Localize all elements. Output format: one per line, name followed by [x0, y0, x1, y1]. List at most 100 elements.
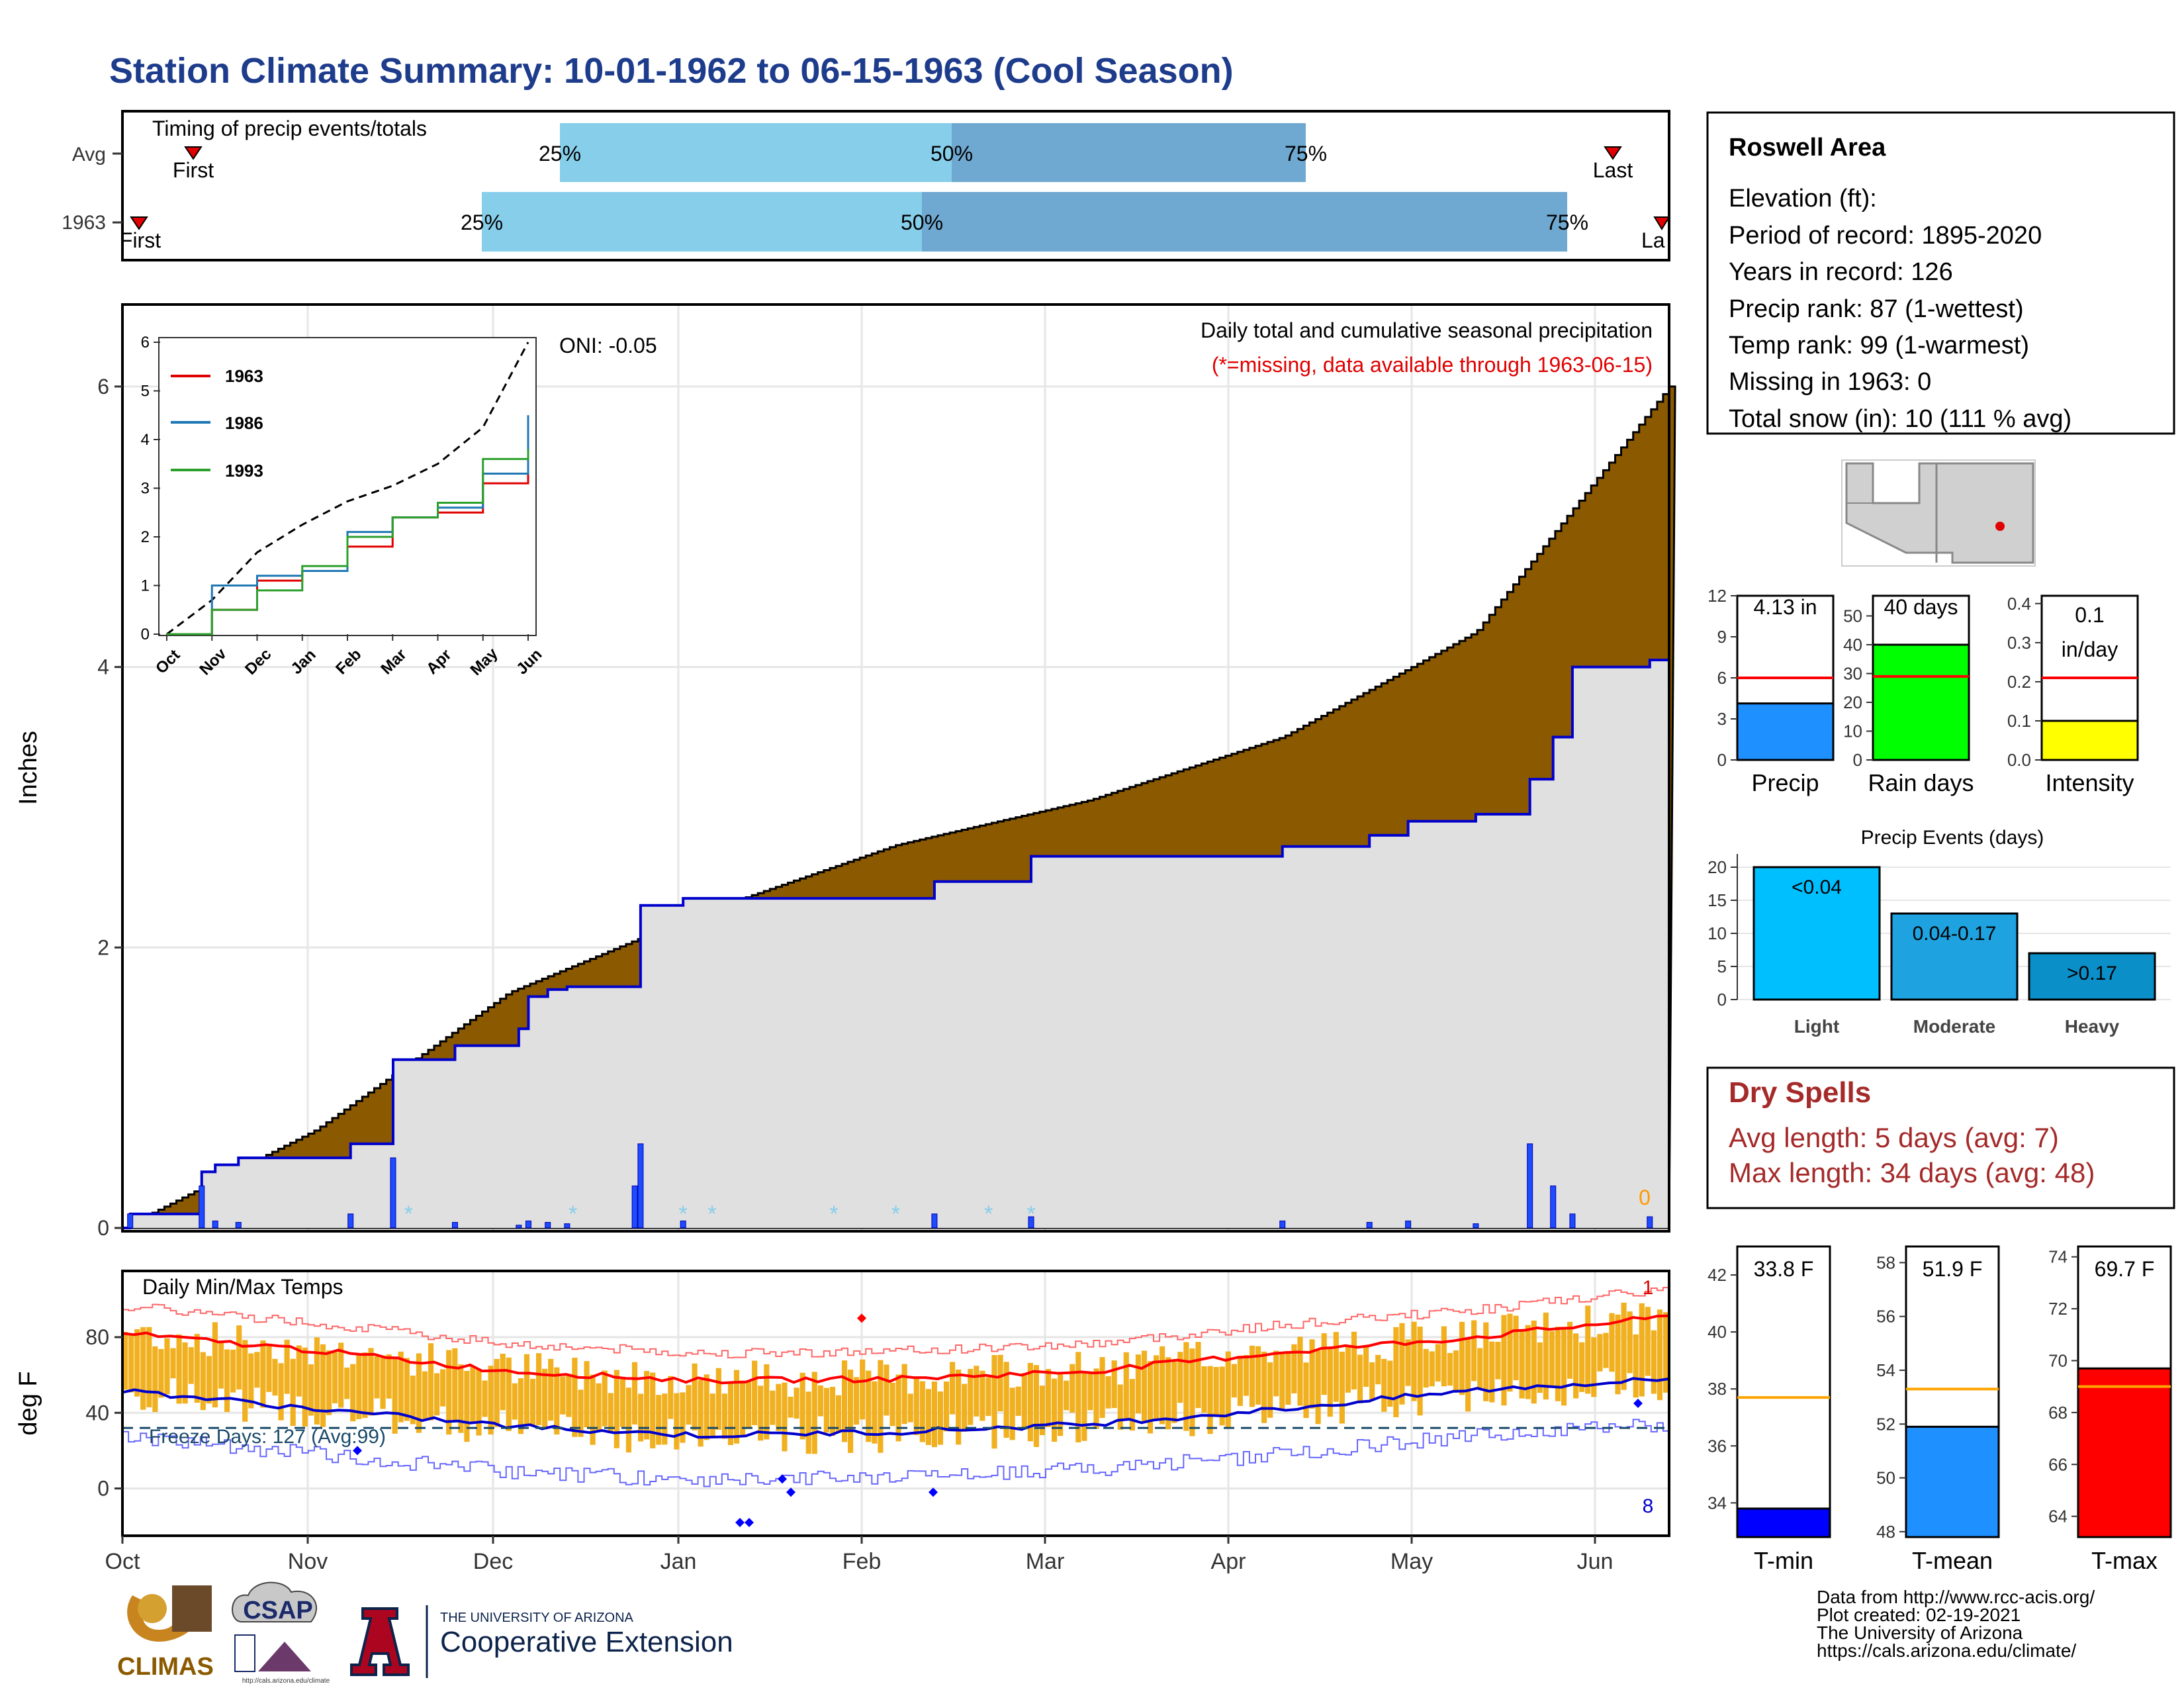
daily-temp-bar [1495, 1341, 1501, 1380]
daily-temp-bar [506, 1357, 512, 1431]
temp-value-label: 69.7 F [2095, 1257, 2155, 1281]
station-location-marker-icon [1995, 522, 2005, 531]
daily-temp-bar [500, 1354, 506, 1411]
daily-temp-bar [1099, 1357, 1105, 1419]
daily-temp-bar [1561, 1327, 1567, 1406]
daily-temp-bar [1045, 1369, 1052, 1427]
csap-logo-text: CSAP [243, 1597, 313, 1624]
temp-y-tick-label: 54 [1876, 1360, 1895, 1380]
daily-temp-bar [326, 1350, 332, 1415]
temp-bar-label: T-max [2091, 1547, 2158, 1574]
daily-temp-bar [1177, 1352, 1183, 1403]
record-diamond-icon [1633, 1399, 1643, 1408]
daily-temp-bar [650, 1372, 656, 1448]
daily-temp-bar [410, 1376, 416, 1425]
summary-bar-label: Rain days [1868, 769, 1974, 796]
daily-temp-bar [290, 1358, 296, 1427]
temp-bar-label: T-min [1754, 1547, 1813, 1574]
daily-temp-bar [212, 1322, 218, 1408]
daily-temp-bar [829, 1387, 836, 1436]
daily-temp-bar [1555, 1327, 1561, 1401]
avg-75-label: 75% [1285, 142, 1327, 165]
daily-temp-bar [1183, 1342, 1189, 1431]
summary-bar-rain-days [1872, 643, 1970, 761]
daily-temp-bar [764, 1364, 770, 1440]
events-bar-range-light: <0.04 [1792, 876, 1842, 898]
daily-precip-bar [545, 1222, 551, 1229]
daily-precip-bars [127, 1143, 1653, 1229]
daily-temp-bar [1399, 1323, 1405, 1405]
daily-temp-bar [1231, 1364, 1237, 1398]
daily-temp-bar [872, 1381, 878, 1444]
footer-line-1: Data from http://www.rcc-acis.org/ [1817, 1587, 2095, 1607]
daily-temp-bar [619, 1377, 625, 1427]
daily-temp-bar [1003, 1362, 1009, 1438]
daily-temp-bar [1160, 1346, 1165, 1425]
daily-temp-bar [919, 1381, 925, 1442]
summary-y-tick-label: 12 [1707, 586, 1727, 606]
daily-temp-bar [1423, 1348, 1429, 1388]
daily-temp-bar [1273, 1350, 1279, 1397]
footer-line-4: https://cals.arizona.edu/climate/ [1817, 1640, 2076, 1661]
timing-row-1963: 1963 [62, 212, 106, 234]
daily-precip-bar [637, 1143, 644, 1229]
daily-temp-bar [1154, 1355, 1160, 1420]
temp-bar-frame [1736, 1245, 1831, 1538]
climas-logo: CLIMAS [117, 1585, 214, 1681]
month-tick-label: Oct [105, 1549, 140, 1574]
daily-temp-bar [662, 1393, 668, 1445]
events-bar-label-light: Light [1794, 1016, 1839, 1037]
avg-25-label: 25% [539, 142, 581, 165]
avg-last-marker-icon [1604, 146, 1622, 160]
daily-temp-bar [878, 1360, 884, 1453]
daily-temp-bar [1033, 1365, 1039, 1447]
daily-temp-bar [332, 1352, 338, 1403]
daily-temp-bar [1093, 1368, 1099, 1429]
daily-temp-bar [128, 1334, 134, 1393]
daily-temp-bar [362, 1352, 368, 1419]
daily-temp-bar [1579, 1342, 1585, 1392]
station-years: Years in record: 126 [1729, 258, 1953, 286]
daily-temp-bar [380, 1355, 386, 1409]
precip-events-chart: Precip Events (days) 0 5 10 15 20 <0.04 Light 0… [1707, 827, 2171, 1037]
daily-temp-bar [1165, 1357, 1171, 1430]
daily-precip-bar [1569, 1213, 1576, 1229]
csap-logo: CSAP http://cals.arizona.edu/climate [232, 1581, 330, 1685]
daily-temp-bar [1309, 1339, 1315, 1409]
daily-temp-bar [1645, 1307, 1651, 1376]
events-bar-label-heavy: Heavy [2065, 1016, 2120, 1037]
daily-temp-bar [194, 1334, 200, 1403]
daily-temp-bar [1219, 1366, 1225, 1426]
summary-y-tick-label: 3 [1717, 709, 1727, 729]
temp-y-tick-label: 50 [1876, 1468, 1895, 1488]
daily-temp-bar [314, 1337, 320, 1425]
daily-temp-bar [272, 1358, 278, 1396]
daily-temp-bar [320, 1344, 326, 1427]
daily-temp-bar [721, 1393, 727, 1439]
daily-temp-bar [428, 1343, 434, 1421]
daily-temp-bar [404, 1358, 410, 1421]
daily-temp-bar [799, 1372, 805, 1440]
daily-temp-bar [1064, 1380, 1069, 1411]
daily-temp-bar [758, 1385, 764, 1441]
snow-marker-icon: * [679, 1201, 688, 1227]
daily-temp-bar [776, 1383, 782, 1431]
y1963-q2-bar [922, 192, 1567, 252]
temp-y-label: deg F [15, 1371, 42, 1435]
daily-temp-bar [560, 1376, 566, 1415]
summary-y-tick-label: 6 [1717, 668, 1727, 688]
snow-marker-icon: * [707, 1201, 716, 1227]
summary-value-label: 0.1 [2075, 603, 2104, 627]
snow-marker-icon: * [829, 1201, 838, 1227]
y1963-50-label: 50% [901, 211, 943, 234]
temp-y-tick-label: 70 [2048, 1350, 2068, 1370]
dry-spells-title: Dry Spells [1729, 1076, 1871, 1109]
summary-y-tick-label: 9 [1717, 627, 1727, 647]
daily-temp-bar [638, 1393, 644, 1442]
events-bar-light [1752, 866, 1881, 1001]
daily-temp-bar [1255, 1346, 1261, 1405]
timing-row-avg: Avg [72, 144, 106, 165]
daily-temp-bar [236, 1325, 242, 1390]
daily-temp-bar [470, 1366, 476, 1423]
snow-marker-icon: * [891, 1201, 900, 1227]
